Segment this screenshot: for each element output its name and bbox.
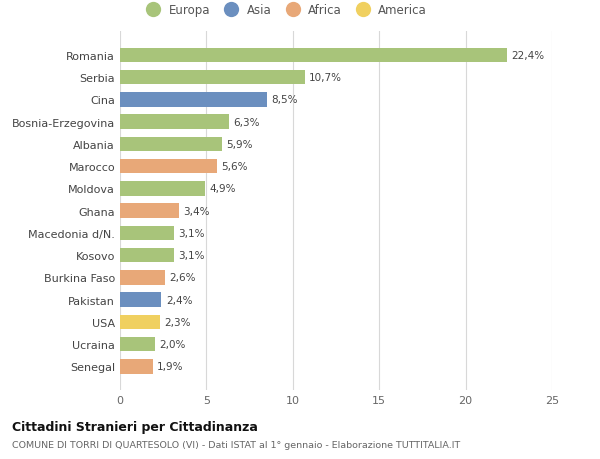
Text: 2,3%: 2,3%: [164, 317, 191, 327]
Bar: [120, 115, 229, 129]
Text: Cittadini Stranieri per Cittadinanza: Cittadini Stranieri per Cittadinanza: [12, 420, 258, 433]
Bar: [120, 359, 153, 374]
Text: 3,1%: 3,1%: [178, 251, 205, 261]
Text: 10,7%: 10,7%: [309, 73, 342, 83]
Bar: [120, 226, 173, 241]
Bar: [120, 270, 165, 285]
Bar: [120, 293, 161, 307]
Text: COMUNE DI TORRI DI QUARTESOLO (VI) - Dati ISTAT al 1° gennaio - Elaborazione TUT: COMUNE DI TORRI DI QUARTESOLO (VI) - Dat…: [12, 440, 460, 449]
Bar: [120, 93, 267, 107]
Text: 4,9%: 4,9%: [209, 184, 235, 194]
Bar: [120, 182, 205, 196]
Text: 8,5%: 8,5%: [271, 95, 298, 105]
Text: 3,4%: 3,4%: [183, 206, 209, 216]
Legend: Europa, Asia, Africa, America: Europa, Asia, Africa, America: [139, 1, 430, 19]
Text: 2,4%: 2,4%: [166, 295, 192, 305]
Bar: [120, 48, 507, 63]
Bar: [120, 248, 173, 263]
Text: 2,0%: 2,0%: [159, 340, 185, 349]
Bar: [120, 159, 217, 174]
Text: 3,1%: 3,1%: [178, 229, 205, 238]
Text: 1,9%: 1,9%: [157, 362, 184, 372]
Text: 5,9%: 5,9%: [226, 140, 253, 150]
Text: 5,6%: 5,6%: [221, 162, 248, 172]
Bar: [120, 337, 155, 352]
Bar: [120, 204, 179, 218]
Text: 2,6%: 2,6%: [169, 273, 196, 283]
Text: 22,4%: 22,4%: [511, 50, 545, 61]
Bar: [120, 71, 305, 85]
Text: 6,3%: 6,3%: [233, 118, 260, 127]
Bar: [120, 315, 160, 330]
Bar: [120, 137, 222, 152]
